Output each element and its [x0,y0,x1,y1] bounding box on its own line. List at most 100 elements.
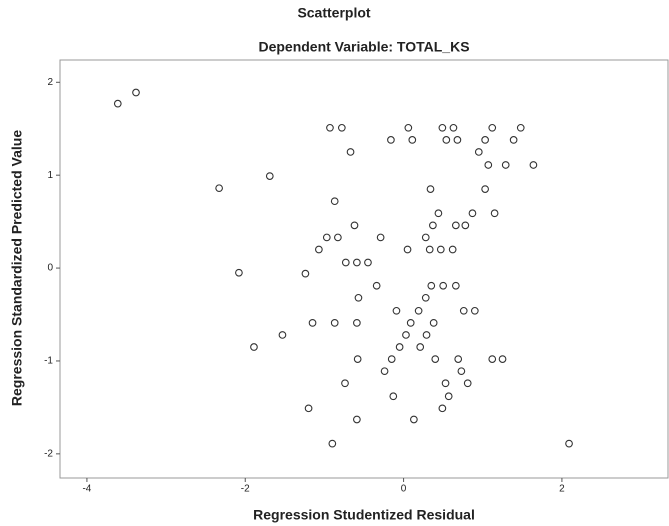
y-axis-title: Regression Standardized Predicted Value [9,130,25,406]
point [450,125,457,132]
point [411,416,418,423]
point [323,234,330,241]
point [423,332,430,339]
point [393,308,400,315]
point [432,356,439,363]
point [373,282,380,289]
point [354,320,361,327]
y-tick-label: -2 [44,448,53,459]
point [381,368,388,375]
point [404,246,411,253]
point [388,356,395,363]
point [405,125,412,132]
point [266,173,273,180]
point [442,380,449,387]
point [114,100,121,107]
point [342,380,349,387]
point [491,210,498,217]
point [462,222,469,229]
chart-title: Scatterplot [297,5,370,21]
point [454,137,461,144]
point [354,259,361,266]
x-axis-title: Regression Studentized Residual [253,507,475,523]
point [354,416,361,423]
point [517,125,524,132]
point [407,320,414,327]
point [409,137,416,144]
point [475,149,482,156]
point [331,198,338,205]
point [305,405,312,412]
point [566,440,573,447]
point [428,282,435,289]
y-tick-label: 2 [47,77,53,88]
point [347,149,354,156]
point [327,125,334,132]
point [309,320,316,327]
point [455,356,462,363]
point [510,137,517,144]
point [354,356,361,363]
point [417,344,424,351]
point [426,246,433,253]
y-tick-label: 1 [47,170,53,181]
point [329,440,336,447]
point [430,222,437,229]
point [464,380,471,387]
point [388,137,395,144]
chart-subtitle: Dependent Variable: TOTAL_KS [258,39,469,55]
point [469,210,476,217]
point [236,269,243,276]
point [449,246,456,253]
point [435,210,442,217]
point [351,222,358,229]
point [427,186,434,193]
point [439,405,446,412]
point [485,162,492,169]
point [458,368,465,375]
point [133,89,140,96]
point [482,137,489,144]
point [453,222,460,229]
point [499,356,506,363]
point [390,393,397,400]
point [489,125,496,132]
point [445,393,452,400]
point [422,294,429,301]
point [482,186,489,193]
point [443,137,450,144]
point [439,125,446,132]
point [489,356,496,363]
point [316,246,323,253]
point [216,185,223,192]
chart: Scatterplot Dependent Variable: TOTAL_KS… [0,0,669,526]
x-tick-label: -4 [82,484,91,495]
point [403,332,410,339]
point [355,294,362,301]
point [335,234,342,241]
point [437,246,444,253]
point [365,259,372,266]
point [430,320,437,327]
y-tick-label: 0 [47,263,53,274]
point [302,270,309,277]
point [422,234,429,241]
point [472,308,479,315]
point [279,332,286,339]
plot-frame [60,60,668,478]
x-tick-label: 0 [401,484,407,495]
point [396,344,403,351]
x-tick-label: 2 [559,484,565,495]
point [440,282,447,289]
point [251,344,258,351]
point [453,282,460,289]
point [460,308,467,315]
point [502,162,509,169]
point [342,259,349,266]
point [415,308,422,315]
point [530,162,537,169]
x-tick-label: -2 [241,484,250,495]
point [339,125,346,132]
point [377,234,384,241]
y-tick-label: -1 [44,356,53,367]
